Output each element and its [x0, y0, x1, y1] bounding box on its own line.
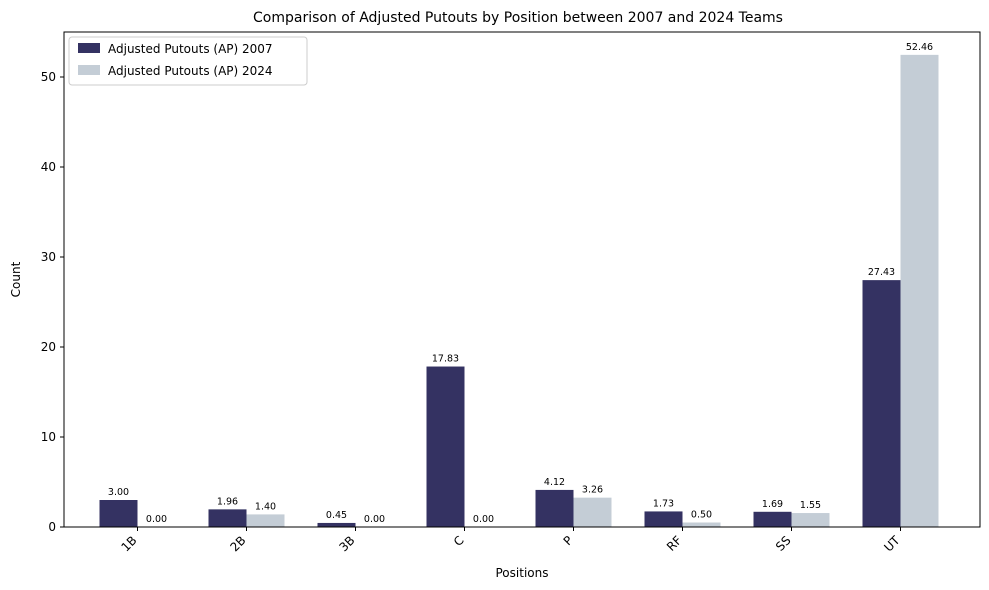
data-label-2007-2b: 1.96	[217, 496, 238, 507]
legend-swatch-2007	[78, 43, 100, 53]
bar-2007-c	[426, 366, 465, 527]
data-label-2024-p: 3.26	[582, 485, 603, 496]
x-tick-label-rf: RF	[664, 533, 685, 554]
x-tick-label-ss: SS	[773, 533, 794, 554]
y-tick-label: 10	[41, 430, 56, 444]
y-axis: 0 10 20 30 40 50	[41, 70, 64, 534]
bar-2024-2b	[246, 514, 285, 527]
data-label-2024-ut: 52.46	[906, 42, 933, 53]
data-labels-group: 3.00 1.96 0.45 17.83 4.12 1.73 1.69 27.43 0.00 1.…	[108, 42, 933, 525]
legend-label-2024: Adjusted Putouts (AP) 2024	[108, 64, 273, 78]
data-label-2007-rf: 1.73	[653, 498, 674, 509]
data-label-2007-3b: 0.45	[326, 510, 347, 521]
y-axis-title: Count	[9, 261, 23, 297]
legend-swatch-2024	[78, 65, 100, 75]
y-tick-label: 50	[41, 70, 56, 84]
x-tick-label-3b: 3B	[336, 533, 357, 554]
x-axis: 1B 2B 3B C P RF SS UT	[118, 527, 903, 555]
y-tick-label: 30	[41, 250, 56, 264]
bar-2007-1b	[99, 500, 138, 527]
bar-2007-ss	[753, 511, 792, 527]
y-tick-label: 20	[41, 340, 56, 354]
x-tick-label-ut: UT	[881, 533, 903, 555]
data-label-2007-1b: 3.00	[108, 487, 129, 498]
data-label-2007-ss: 1.69	[762, 499, 783, 510]
data-label-2024-c: 0.00	[473, 514, 494, 525]
legend: Adjusted Putouts (AP) 2007 Adjusted Putou…	[68, 36, 308, 86]
legend-label-2007: Adjusted Putouts (AP) 2007	[108, 42, 273, 56]
plot-frame	[63, 31, 981, 528]
legend-box	[68, 36, 308, 86]
bars-group	[99, 54, 939, 528]
bar-2024-ss	[791, 513, 830, 527]
bar-2007-ut	[862, 280, 901, 527]
x-tick-label-1b: 1B	[118, 533, 139, 554]
bar-2024-ut	[900, 54, 939, 528]
bar-2007-2b	[208, 509, 247, 527]
data-label-2024-3b: 0.00	[364, 514, 385, 525]
x-tick-label-2b: 2B	[227, 533, 248, 554]
y-tick-label: 40	[41, 160, 56, 174]
bar-2024-p	[573, 497, 612, 527]
x-tick-label-c: C	[451, 533, 467, 549]
data-label-2024-1b: 0.00	[146, 514, 167, 525]
chart-title: Comparison of Adjusted Putouts by Positi…	[253, 10, 783, 26]
data-label-2024-ss: 1.55	[800, 500, 821, 511]
data-label-2024-2b: 1.40	[255, 501, 276, 512]
x-tick-label-p: P	[561, 533, 576, 548]
x-axis-title: Positions	[496, 566, 549, 580]
data-label-2007-ut: 27.43	[868, 267, 895, 278]
data-label-2007-p: 4.12	[544, 477, 565, 488]
data-label-2024-rf: 0.50	[691, 510, 712, 521]
bar-2007-p	[535, 489, 574, 527]
bar-2007-rf	[644, 511, 683, 527]
data-label-2007-c: 17.83	[432, 354, 459, 365]
bar-2007-3b	[317, 522, 356, 527]
bar-2024-rf	[682, 522, 721, 527]
y-tick-label: 0	[48, 520, 56, 534]
